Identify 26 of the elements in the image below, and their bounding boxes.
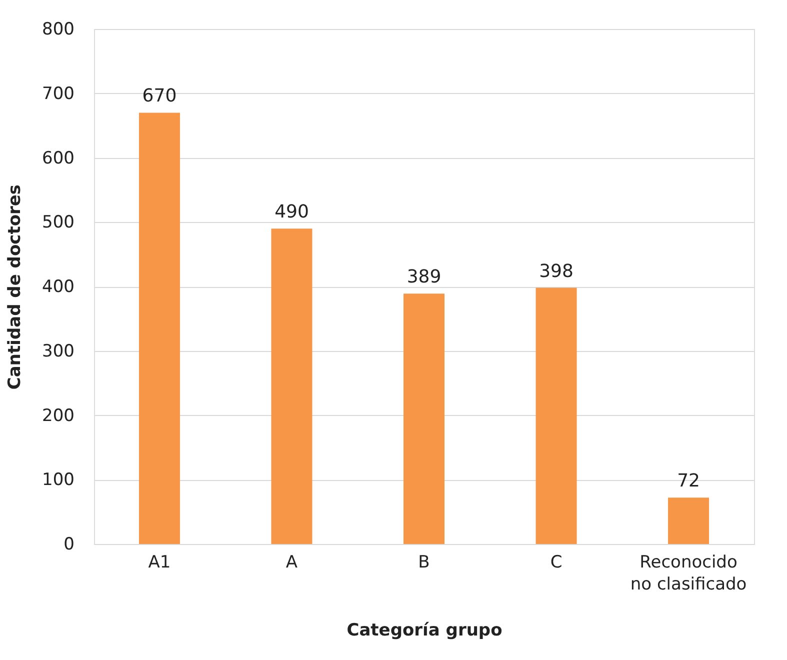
bar [271,228,312,544]
data-label: 490 [274,202,309,223]
y-tick-label: 700 [42,84,74,104]
data-label: 670 [142,86,177,107]
y-tick-label: 100 [42,470,74,490]
y-tick-label: 300 [42,341,74,362]
x-tick-label: C [550,552,562,572]
x-tick-label: B [418,552,430,572]
y-tick-label: 0 [64,534,74,554]
x-tick-label: A1 [148,552,171,572]
x-tick-label: Reconocido no clasificado [630,552,747,594]
data-label: 398 [539,260,574,282]
y-tick-label: 400 [42,277,74,297]
bar [536,288,577,544]
y-tick-label: 600 [42,148,74,168]
y-tick-label: 500 [42,212,74,233]
x-tick-label: A [286,552,298,572]
y-tick-label: 800 [42,20,74,40]
bar [404,294,444,544]
y-axis-title: Cantidad de doctores [5,184,26,390]
bar [668,498,710,544]
y-tick-label: 200 [42,406,74,426]
bar [138,112,180,544]
data-label: 72 [677,470,700,492]
data-label: 389 [406,266,442,288]
x-axis-title: Categoría grupo [346,620,502,640]
